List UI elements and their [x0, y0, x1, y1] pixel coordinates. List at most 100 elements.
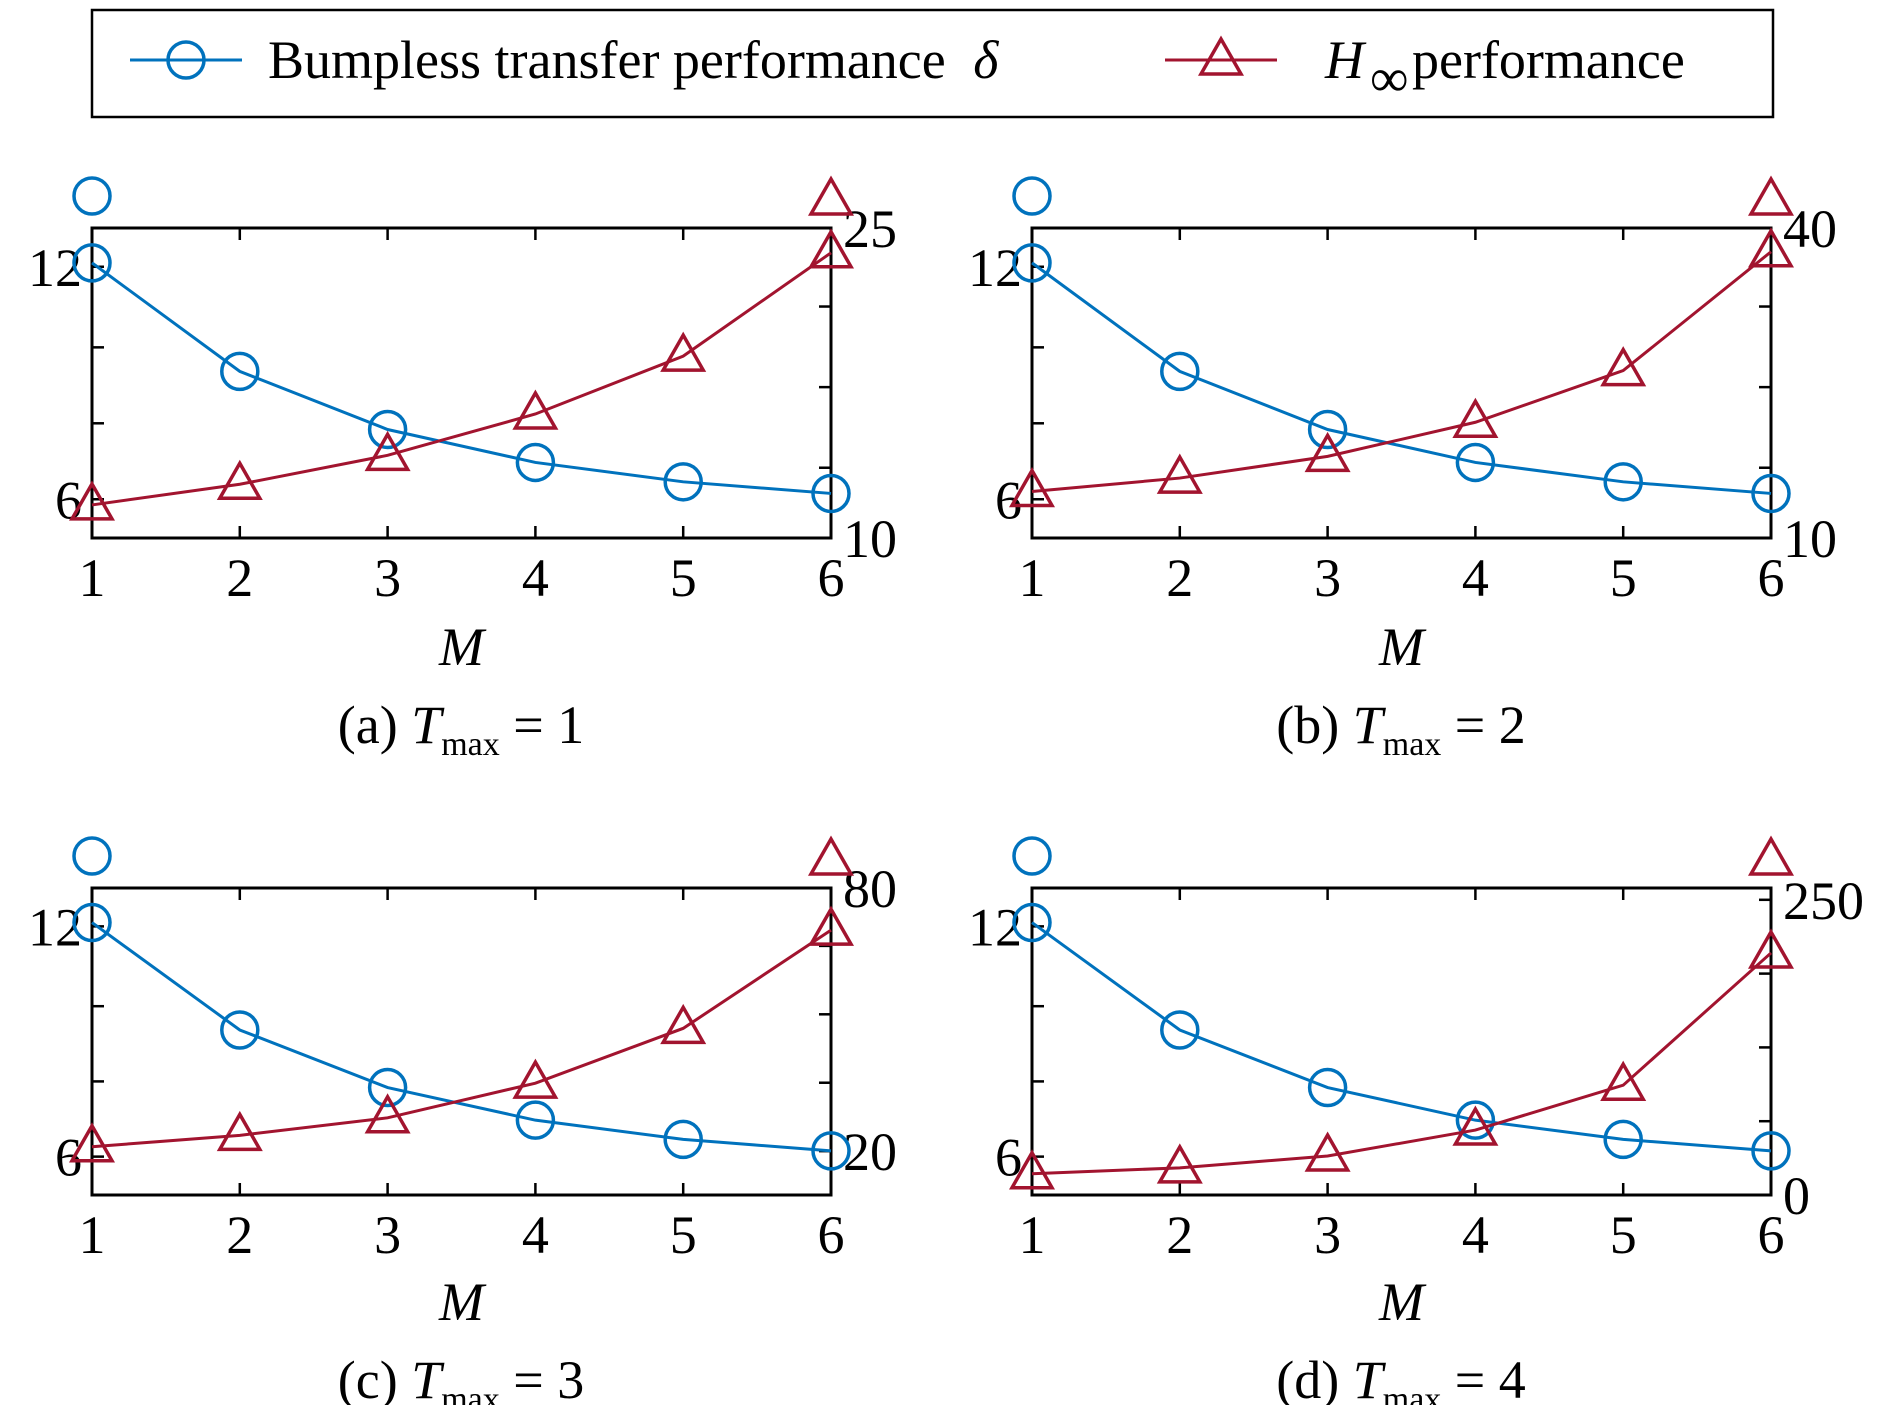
series1-point	[1160, 1010, 1200, 1050]
x-axis-label: M	[438, 617, 487, 677]
series1-point	[663, 1119, 703, 1160]
x-axis-label: M	[438, 1272, 487, 1332]
caption-suffix: = 2	[1441, 695, 1525, 755]
right-y-tick-label: 0	[1783, 1166, 1810, 1226]
left-y-tick-label: 6	[55, 470, 82, 530]
series-line-2	[91, 928, 832, 1149]
plot-frame	[90, 886, 833, 1197]
series2-point	[1304, 1131, 1351, 1172]
right-y-tick-label: 10	[843, 509, 897, 569]
x-tick-label: 3	[374, 548, 401, 608]
series2-point	[216, 459, 263, 501]
caption-prefix: (a)	[338, 695, 411, 755]
series1-point	[367, 409, 408, 450]
caption-var: T	[411, 695, 445, 755]
series1-point	[220, 1010, 260, 1050]
caption-sub: max	[441, 726, 500, 763]
series2-point	[364, 430, 411, 472]
caption-prefix: (b)	[1276, 695, 1352, 755]
series2-point	[68, 480, 116, 521]
panel-caption: (c) Tmax = 3	[338, 1350, 585, 1405]
x-tick-label: 2	[226, 548, 253, 608]
series2-point	[1747, 227, 1795, 268]
series1-point	[811, 473, 851, 514]
caption-suffix: = 3	[500, 1350, 584, 1405]
series1-point	[1160, 351, 1200, 392]
legend-label-series1: Bumpless transfer performance δ	[268, 30, 999, 90]
series1-point	[515, 442, 556, 483]
x-tick-label: 1	[79, 1205, 106, 1265]
x-tick-label: 1	[1019, 1205, 1046, 1265]
caption-suffix: = 1	[500, 695, 584, 755]
series-line-2	[91, 251, 832, 507]
right-axis-triangle-marker-icon	[807, 175, 855, 216]
x-tick-label: 3	[1314, 1205, 1341, 1265]
left-axis-circle-marker-icon	[1012, 836, 1052, 876]
caption-var: T	[411, 1350, 445, 1405]
series1-point	[811, 1131, 851, 1171]
plot-frame	[90, 226, 833, 540]
right-y-tick-label: 80	[843, 859, 897, 919]
series2-point	[660, 1003, 707, 1045]
legend-box	[90, 8, 1775, 119]
x-tick-label: 3	[374, 1205, 401, 1265]
x-tick-label: 1	[1019, 548, 1046, 608]
series1-point	[515, 1100, 556, 1140]
x-tick-label: 4	[1462, 1205, 1489, 1265]
legend-label-series2-text: performance	[1412, 30, 1685, 90]
x-tick-label: 6	[818, 548, 845, 608]
x-tick-label: 5	[1610, 548, 1637, 608]
series2-point	[1156, 1143, 1203, 1184]
series2-point	[512, 1058, 559, 1099]
series-line-2	[1031, 250, 1772, 493]
right-y-tick-label: 25	[843, 199, 897, 259]
legend-label-series1-text: Bumpless transfer performance	[268, 30, 946, 90]
right-y-tick-label: 40	[1783, 199, 1837, 259]
x-tick-label: 5	[670, 1205, 697, 1265]
x-axis-label: M	[1378, 617, 1427, 677]
x-tick-label: 4	[522, 548, 549, 608]
series2-point	[1600, 346, 1647, 387]
left-y-tick-label: 6	[995, 470, 1022, 530]
series2-point	[807, 905, 855, 946]
plot-frame	[1030, 886, 1773, 1197]
panel-caption: (d) Tmax = 4	[1276, 1350, 1526, 1405]
legend-label-series1-symbol: δ	[973, 30, 999, 90]
x-tick-label: 6	[818, 1205, 845, 1265]
series1-point	[663, 462, 703, 502]
caption-var: T	[1353, 1350, 1387, 1405]
series2-point	[1747, 928, 1795, 969]
x-tick-label: 6	[1758, 548, 1785, 608]
legend-label-series2-symbol: H	[1324, 30, 1367, 90]
legend-item-series1: Bumpless transfer performance δ	[130, 30, 999, 90]
series2-point	[1008, 466, 1056, 508]
legend-item-series2: H ∞ performance	[1165, 30, 1685, 108]
right-y-tick-label: 20	[843, 1122, 897, 1182]
series2-point	[1452, 397, 1499, 439]
series2-point	[216, 1110, 263, 1152]
caption-sub: max	[441, 1381, 500, 1405]
caption-sub: max	[1383, 1381, 1442, 1405]
left-y-tick-label: 6	[55, 1128, 82, 1188]
x-tick-label: 6	[1758, 1205, 1785, 1265]
right-y-tick-label: 10	[1783, 509, 1837, 569]
series1-point	[1603, 1119, 1643, 1160]
series2-point	[1600, 1060, 1647, 1101]
series1-point	[1012, 243, 1052, 283]
left-axis-circle-marker-icon	[1012, 176, 1052, 216]
right-y-tick-label: 250	[1783, 871, 1864, 931]
right-axis-triangle-marker-icon	[1747, 835, 1795, 876]
series1-point	[1307, 1067, 1348, 1108]
caption-prefix: (d)	[1276, 1350, 1352, 1405]
series-line-2	[1031, 951, 1773, 1176]
x-tick-label: 5	[1610, 1205, 1637, 1265]
right-axis-triangle-marker-icon	[1747, 175, 1795, 216]
panel-caption: (a) Tmax = 1	[338, 695, 585, 763]
series-line-1	[1031, 261, 1772, 495]
legend-circle-marker-icon	[166, 40, 206, 80]
right-axis-triangle-marker-icon	[807, 835, 855, 876]
series-line-1	[1031, 921, 1772, 1153]
